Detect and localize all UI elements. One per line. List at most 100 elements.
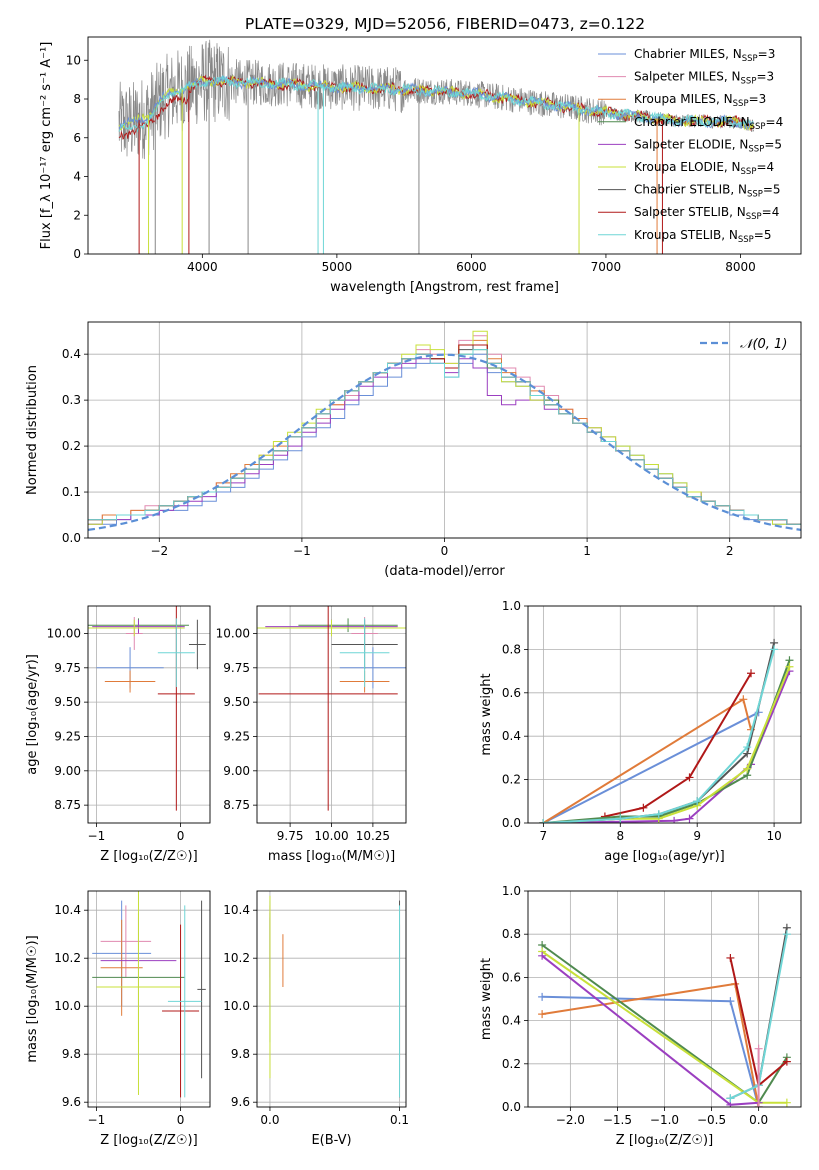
legend-label: Kroupa MILES, NSSP=3 xyxy=(634,92,766,109)
series-line xyxy=(604,672,752,818)
x-tick-label: 2 xyxy=(726,544,734,558)
model-spectrum-line xyxy=(118,74,754,132)
x-tick-label: 0 xyxy=(177,829,185,843)
y-tick-label: 0.2 xyxy=(502,773,521,787)
y-tick-label: 0.0 xyxy=(62,531,81,545)
axes-frame xyxy=(87,890,211,1108)
axes-frame xyxy=(527,605,802,824)
x-axis-label: Z [log₁₀(Z/Z☉)] xyxy=(100,1133,197,1148)
legend-label: Kroupa ELODIE, NSSP=4 xyxy=(634,160,774,177)
y-tick-label: 1.0 xyxy=(502,884,521,898)
data-point-marker xyxy=(654,810,663,819)
x-tick-label: 0 xyxy=(177,1113,185,1127)
plot-area xyxy=(539,638,794,823)
plot-area xyxy=(269,895,401,1098)
x-tick-label: −1 xyxy=(88,829,106,843)
axes-frame xyxy=(527,890,802,1108)
y-tick-label: 0.4 xyxy=(502,729,521,743)
y-tick-label: 9.50 xyxy=(223,695,250,709)
y-tick-label: 10.4 xyxy=(54,903,81,917)
data-point-marker xyxy=(782,1057,791,1066)
y-tick-label: 8.75 xyxy=(223,798,250,812)
legend-label: Kroupa STELIB, NSSP=5 xyxy=(634,228,772,245)
x-tick-label: 0.0 xyxy=(749,1113,768,1127)
x-tick-label: −0.5 xyxy=(697,1113,726,1127)
y-tick-label: 9.6 xyxy=(231,1095,250,1109)
axes-frame xyxy=(256,605,407,824)
data-point-marker xyxy=(785,662,794,671)
normal-curve-line xyxy=(88,353,801,531)
y-tick-label: 0.6 xyxy=(502,686,521,700)
data-point-marker xyxy=(538,1010,547,1019)
plot-area xyxy=(88,606,206,811)
x-tick-label: 7000 xyxy=(591,260,622,274)
series-line xyxy=(542,711,760,823)
y-tick-label: 10 xyxy=(66,53,81,67)
y-tick-label: 6 xyxy=(73,131,81,145)
y-tick-label: 9.25 xyxy=(223,729,250,743)
y-tick-label: 0.3 xyxy=(62,393,81,407)
plot-area xyxy=(538,923,791,1107)
data-point-marker xyxy=(754,1103,763,1107)
y-tick-label: 9.6 xyxy=(62,1095,81,1109)
data-point-marker xyxy=(639,803,648,812)
y-tick-label: 10.0 xyxy=(54,999,81,1013)
series-line xyxy=(541,982,760,1107)
x-tick-label: −1.0 xyxy=(650,1113,679,1127)
x-tick-label: 10 xyxy=(766,829,781,843)
y-tick-label: 0.0 xyxy=(502,1100,521,1114)
data-point-marker xyxy=(754,1044,763,1053)
x-tick-label: 9.75 xyxy=(277,829,304,843)
legend-label: Salpeter MILES, NSSP=3 xyxy=(634,70,774,87)
y-tick-label: 9.8 xyxy=(231,1047,250,1061)
x-axis-label: age [log₁₀(age/yr)] xyxy=(604,849,725,864)
legend-label: Chabrier STELIB, NSSP=5 xyxy=(634,183,781,200)
x-tick-label: 5000 xyxy=(322,260,353,274)
y-tick-label: 10.4 xyxy=(223,903,250,917)
y-tick-label: 2 xyxy=(73,208,81,222)
axes-massweight_vs_age: 7 8 9 10 0.0 0.2 0.4 0.6 0.8 1.0 age [log₁₀(age/yr… xyxy=(479,599,802,864)
x-tick-label: 0.1 xyxy=(390,1113,409,1127)
x-tick-label: −2 xyxy=(150,544,168,558)
axes-frame xyxy=(87,321,802,539)
y-axis-label: Normed distribution xyxy=(25,365,40,495)
plot-area xyxy=(88,330,801,531)
y-tick-label: 9.75 xyxy=(223,661,250,675)
data-point-marker xyxy=(743,764,752,773)
y-tick-label: 4 xyxy=(73,170,81,184)
legend-label: 𝒩(0, 1) xyxy=(740,337,787,352)
x-axis-label: (data-model)/error xyxy=(384,564,505,579)
y-tick-label: 9.50 xyxy=(54,695,81,709)
data-point-marker xyxy=(726,953,735,962)
x-axis-label: Z [log₁₀(Z/Z☉)] xyxy=(100,849,197,864)
series-line xyxy=(541,955,759,1106)
axes-residual_distribution: −2 −1 0 1 2 0.0 0.1 0.2 0.3 0.4 (data-model)/error… xyxy=(25,321,802,579)
x-axis-label: E(B-V) xyxy=(311,1133,351,1148)
y-axis-label: age [log₁₀(age/yr)] xyxy=(25,654,40,775)
series-line xyxy=(543,649,776,823)
y-tick-label: 0.2 xyxy=(62,439,81,453)
y-tick-label: 10.2 xyxy=(223,951,250,965)
y-tick-label: 0.8 xyxy=(502,642,521,656)
y-tick-label: 9.00 xyxy=(223,764,250,778)
x-tick-label: 0.0 xyxy=(260,1113,279,1127)
y-axis-label: mass [log₁₀(M/M☉)] xyxy=(25,935,40,1062)
axes-mass_vs_Z: −1 0 9.6 9.8 10.0 10.2 10.4 Z [log₁₀(Z/Z☉)] mass… xyxy=(25,890,211,1148)
y-axis-label: Flux [f_λ 10⁻¹⁷ erg cm⁻² s⁻¹ A⁻¹] xyxy=(39,42,54,250)
y-tick-label: 9.00 xyxy=(54,764,81,778)
axes-spectrum: 4000 5000 6000 7000 8000 0 2 4 6 8 10 wavelength [A… xyxy=(39,36,802,295)
x-tick-label: 0 xyxy=(441,544,449,558)
data-point-marker xyxy=(670,816,679,823)
y-tick-label: 0 xyxy=(73,247,81,261)
legend: 𝒩(0, 1) xyxy=(700,337,787,352)
x-tick-label: −2.0 xyxy=(556,1113,585,1127)
x-tick-label: 8 xyxy=(616,829,624,843)
axes-age_vs_mass: 9.75 10.00 10.25 8.75 9.00 9.25 9.50 9.75 10.00 m… xyxy=(216,605,407,864)
y-tick-label: 0.6 xyxy=(502,970,521,984)
plot-area xyxy=(118,39,755,254)
x-tick-label: −1.5 xyxy=(603,1113,632,1127)
y-tick-label: 1.0 xyxy=(502,599,521,613)
y-tick-label: 8 xyxy=(73,92,81,106)
legend-label: Salpeter ELODIE, NSSP=5 xyxy=(634,137,782,154)
